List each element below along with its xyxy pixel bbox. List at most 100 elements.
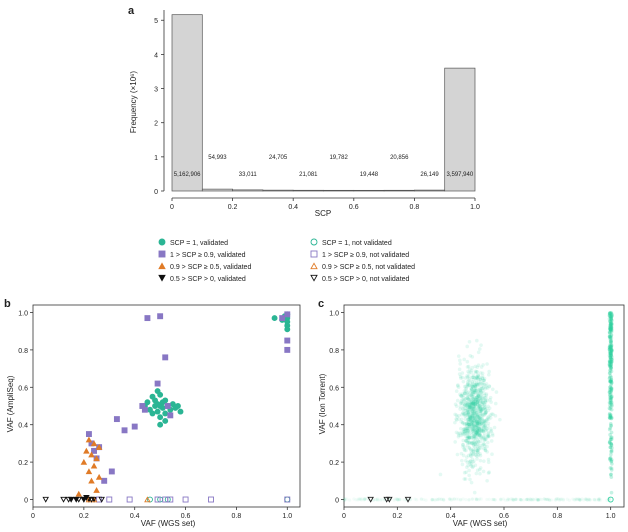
- data-point: [498, 497, 503, 501]
- data-point: [467, 398, 472, 402]
- data-point: [608, 363, 613, 368]
- data-point: [557, 498, 561, 502]
- data-point: [475, 421, 479, 425]
- data-point: [442, 498, 446, 502]
- data-point: [463, 403, 467, 408]
- data-point: [463, 428, 467, 433]
- data-point: [447, 497, 451, 501]
- data-point: [474, 417, 478, 422]
- data-point: [476, 350, 481, 355]
- data-point: [478, 422, 482, 427]
- data-point: [474, 378, 479, 382]
- data-point: [532, 498, 536, 502]
- data-point: [475, 407, 480, 411]
- data-point: [491, 412, 495, 417]
- data-point: [484, 419, 489, 423]
- data-point: [347, 498, 352, 502]
- data-point: [485, 427, 489, 431]
- data-point: [465, 436, 469, 441]
- data-point: [475, 427, 480, 432]
- data-point: [608, 327, 613, 332]
- data-point: [468, 435, 472, 440]
- data-point: [469, 421, 473, 426]
- data-point: [480, 400, 484, 405]
- data-point: [474, 397, 478, 401]
- data-point: [473, 409, 477, 414]
- data-point: [479, 386, 484, 391]
- data-point: [542, 497, 546, 501]
- data-point: [365, 497, 369, 501]
- data-point: [480, 376, 485, 380]
- data-point: [597, 497, 601, 502]
- data-point: [466, 410, 470, 415]
- data-point: [475, 370, 479, 374]
- data-point: [609, 407, 614, 412]
- data-point: [485, 398, 490, 403]
- data-point: [473, 399, 478, 404]
- data-point: [474, 431, 478, 436]
- data-point: [483, 421, 488, 425]
- data-point: [481, 396, 486, 401]
- data-point: [470, 384, 475, 389]
- data-point: [167, 496, 174, 503]
- data-point: [609, 378, 614, 382]
- data-point: [486, 421, 491, 426]
- data-point: [499, 497, 503, 501]
- data-point: [608, 319, 612, 324]
- data-point: [80, 458, 88, 465]
- data-point: [608, 445, 613, 450]
- data-point: [599, 498, 603, 502]
- data-point: [476, 402, 480, 407]
- data-point: [535, 498, 539, 502]
- data-point: [475, 395, 480, 399]
- data-point: [470, 497, 475, 501]
- data-point: [560, 497, 564, 501]
- data-point: [468, 459, 473, 464]
- panel-c-x-axis-label: VAF (WGS set): [453, 519, 508, 528]
- data-point: [609, 322, 613, 327]
- data-point: [608, 311, 612, 315]
- data-point: [472, 395, 477, 399]
- data-point: [609, 415, 613, 419]
- data-point: [597, 497, 601, 501]
- data-point: [476, 363, 481, 368]
- data-point: [471, 406, 475, 411]
- data-point: [476, 377, 480, 381]
- data-point: [468, 477, 472, 482]
- data-point: [474, 432, 479, 437]
- y-tick-label: 1.0: [18, 310, 28, 317]
- data-point: [476, 426, 481, 431]
- data-point: [465, 426, 470, 431]
- data-point: [609, 472, 613, 477]
- data-point: [396, 498, 400, 502]
- data-point: [462, 432, 466, 436]
- data-point: [467, 383, 471, 388]
- data-point: [467, 383, 472, 388]
- data-point: [608, 324, 612, 328]
- data-point: [467, 440, 471, 445]
- data-point: [475, 425, 480, 430]
- data-point: [471, 411, 476, 416]
- data-point: [88, 477, 95, 484]
- data-point: [609, 379, 613, 383]
- panel-c-label: c: [318, 298, 324, 310]
- data-point: [75, 490, 83, 497]
- data-point: [478, 418, 483, 423]
- data-point: [475, 386, 479, 391]
- data-point: [472, 428, 477, 433]
- data-point: [483, 428, 488, 433]
- data-point: [473, 396, 478, 400]
- data-point: [484, 382, 489, 386]
- data-point: [476, 426, 481, 430]
- data-point: [459, 393, 464, 398]
- data-point: [609, 340, 613, 345]
- data-point: [471, 429, 476, 434]
- data-point: [465, 395, 470, 400]
- data-point: [461, 401, 465, 406]
- data-point: [608, 330, 612, 335]
- data-point: [462, 427, 466, 431]
- data-point: [472, 411, 477, 415]
- data-point: [465, 344, 469, 349]
- legend-label: SCP = 1, validated: [170, 240, 228, 247]
- data-point: [466, 415, 471, 420]
